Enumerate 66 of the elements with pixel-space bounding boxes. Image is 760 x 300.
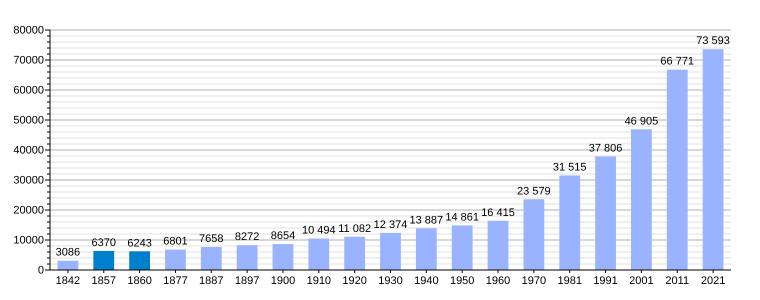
bar (129, 251, 150, 270)
y-tick-label: 40000 (13, 144, 44, 157)
bar (165, 250, 186, 270)
data-label: 23 579 (517, 185, 551, 198)
bar (200, 247, 222, 270)
x-tick-label: 1930 (378, 274, 403, 287)
data-label: 12 374 (374, 218, 408, 231)
data-label: 31 515 (552, 161, 587, 174)
data-label: 6370 (92, 236, 116, 249)
x-tick-label: 1897 (234, 274, 260, 287)
bar (308, 238, 330, 270)
x-tick-label: 1940 (414, 274, 439, 287)
bar (380, 232, 401, 270)
bar (702, 49, 724, 270)
data-label: 8272 (234, 231, 260, 244)
x-tick-label: 1950 (450, 274, 474, 287)
x-tick-label: 2011 (665, 274, 690, 287)
bar (93, 250, 114, 270)
bar (236, 245, 258, 270)
bar (452, 225, 473, 270)
x-tick-label: 2021 (700, 274, 726, 287)
data-label: 14 861 (445, 211, 480, 224)
data-label: 8654 (270, 230, 296, 242)
data-label: 6801 (163, 236, 188, 248)
bar (58, 260, 78, 270)
bar (344, 236, 366, 270)
x-tick-label: 1920 (342, 274, 367, 287)
y-tick-label: 20000 (13, 204, 44, 217)
data-label: 37 806 (588, 142, 622, 155)
x-tick-label: 1970 (522, 274, 546, 287)
data-label: 11 082 (338, 222, 372, 235)
bar (559, 175, 580, 270)
y-tick-label: 10000 (13, 234, 44, 247)
x-tick-label: 1887 (199, 274, 224, 287)
bar (488, 220, 508, 270)
x-tick-label: 1991 (593, 274, 618, 287)
bar (416, 228, 437, 270)
x-tick-label: 1857 (92, 274, 116, 287)
data-label: 7658 (199, 233, 224, 246)
data-label: 16 415 (481, 206, 515, 219)
y-tick-label: 70000 (13, 54, 44, 67)
bar (523, 199, 544, 270)
y-tick-label: 50000 (13, 114, 44, 127)
y-tick-label: 0 (38, 264, 44, 277)
x-tick-label: 2001 (629, 274, 654, 287)
x-tick-label: 1877 (163, 274, 188, 287)
x-tick-label: 1860 (127, 274, 152, 287)
data-label: 66 771 (660, 56, 694, 68)
y-tick-label: 80000 (13, 24, 44, 37)
data-label: 3086 (56, 246, 80, 259)
data-label: 6243 (127, 237, 152, 250)
x-tick-label: 1910 (306, 274, 332, 287)
bar (595, 156, 616, 270)
x-tick-label: 1842 (56, 274, 80, 287)
data-label: 10 494 (302, 224, 336, 237)
data-label: 73 593 (696, 35, 730, 48)
x-tick-label: 1900 (270, 274, 296, 287)
bar (666, 70, 688, 270)
bar (272, 244, 294, 270)
y-tick-label: 60000 (13, 84, 44, 97)
x-tick-label: 1981 (557, 274, 582, 287)
bar (631, 129, 652, 270)
y-tick-label: 30000 (13, 174, 44, 187)
x-tick-label: 1960 (486, 274, 510, 287)
data-label: 13 887 (410, 214, 444, 226)
data-label: 46 905 (624, 115, 658, 128)
